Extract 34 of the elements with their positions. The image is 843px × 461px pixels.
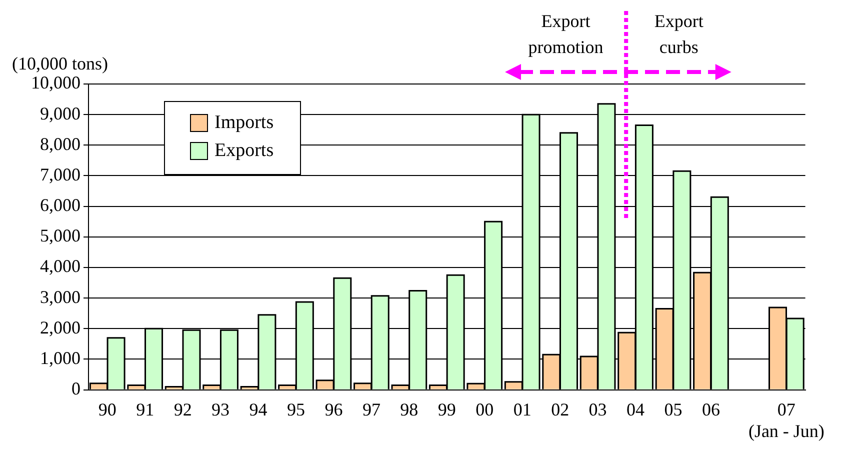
y-tick-label: 10,000 [31,72,80,93]
y-tick-label: 4,000 [40,256,80,276]
x-tick-label: 94 [249,399,268,420]
x-tick-label: 01 [513,399,532,420]
y-tick-label: 8,000 [40,134,80,154]
x-tick-label: 02 [551,399,570,420]
x-tick-label: 06 [702,399,720,420]
y-tick-label: 3,000 [40,286,80,307]
legend-label: Exports [214,140,274,162]
x-tick-label: 92 [174,399,192,420]
y-tick-label: 1,000 [40,348,80,368]
y-axis-title: (10,000 tons) [12,54,108,74]
x-tick-label: 90 [98,399,116,420]
y-tick-label: 9,000 [40,103,80,124]
x-tick-label: 96 [324,399,343,420]
y-tick-label: 2,000 [40,317,80,338]
x-tick-label: 03 [588,399,607,420]
x-tick-label: 98 [400,399,418,420]
text: Export promotion [527,10,604,59]
x-tick-label: 99 [438,399,456,420]
y-tick-label: 0 [72,378,80,399]
x-tick-label: 05 [664,399,682,420]
x-tick-label: 07 (Jan - Jun) [748,399,824,441]
y-tick-label: 7,000 [40,164,80,184]
x-tick-label: 00 [476,399,494,420]
x-tick-label: 91 [136,399,154,420]
y-tick-label: 5,000 [40,226,80,246]
y-tick-label: 6,000 [40,195,80,216]
x-tick-label: 97 [362,399,380,420]
x-tick-label: 04 [626,399,645,420]
text: Export curbs [654,11,704,57]
legend-label: Imports [214,112,274,134]
x-tick-label: 93 [212,399,230,420]
x-tick-label: 95 [286,399,305,420]
